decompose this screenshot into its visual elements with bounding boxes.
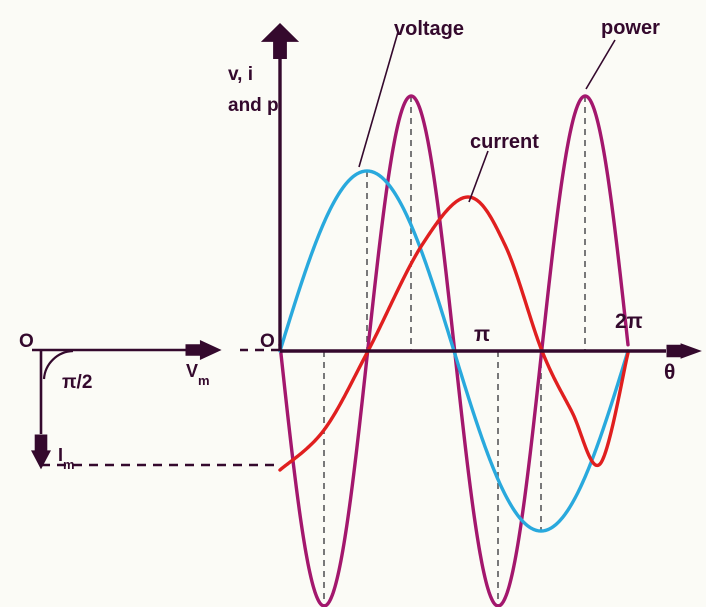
svg-text:power: power — [601, 17, 660, 39]
svg-text:2π: 2π — [615, 310, 643, 333]
svg-text:O: O — [260, 331, 275, 352]
svg-text:and p: and p — [228, 95, 279, 116]
svg-text:voltage: voltage — [394, 18, 464, 40]
svg-text:θ: θ — [664, 361, 675, 384]
svg-text:π/2: π/2 — [62, 372, 92, 393]
svg-text:current: current — [470, 131, 539, 153]
svg-text:π: π — [474, 323, 490, 346]
svg-text:v, i: v, i — [228, 64, 253, 85]
svg-text:O: O — [19, 331, 34, 352]
